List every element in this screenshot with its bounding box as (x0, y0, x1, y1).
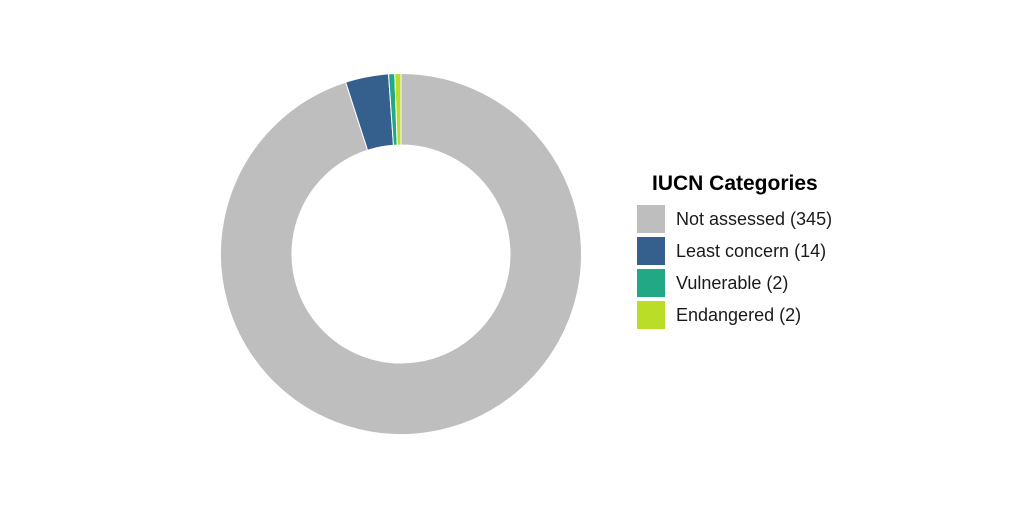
legend-title: IUCN Categories (652, 172, 818, 195)
legend-label-endangered: Endangered (2) (676, 304, 802, 325)
legend-label-not-assessed: Not assessed (345) (676, 208, 833, 229)
legend-item-least-concern: Least concern (14) (637, 235, 832, 267)
legend: IUCN Categories Not assessed (345) Least … (637, 172, 832, 331)
legend-label-vulnerable: Vulnerable (2) (676, 272, 789, 293)
donut-slice-endangered (394, 72, 402, 146)
legend-item-not-assessed: Not assessed (345) (637, 203, 832, 235)
legend-swatch-not-assessed (637, 205, 665, 233)
legend-item-vulnerable: Vulnerable (2) (637, 267, 832, 299)
legend-swatch-least-concern (637, 237, 665, 265)
legend-item-endangered: Endangered (2) (637, 299, 832, 331)
legend-swatch-vulnerable (637, 269, 665, 297)
donut-slice-not-assessed (220, 72, 582, 435)
legend-items: Not assessed (345) Least concern (14) Vuln… (637, 203, 832, 331)
legend-swatch-endangered (637, 301, 665, 329)
legend-label-least-concern: Least concern (14) (676, 240, 827, 261)
